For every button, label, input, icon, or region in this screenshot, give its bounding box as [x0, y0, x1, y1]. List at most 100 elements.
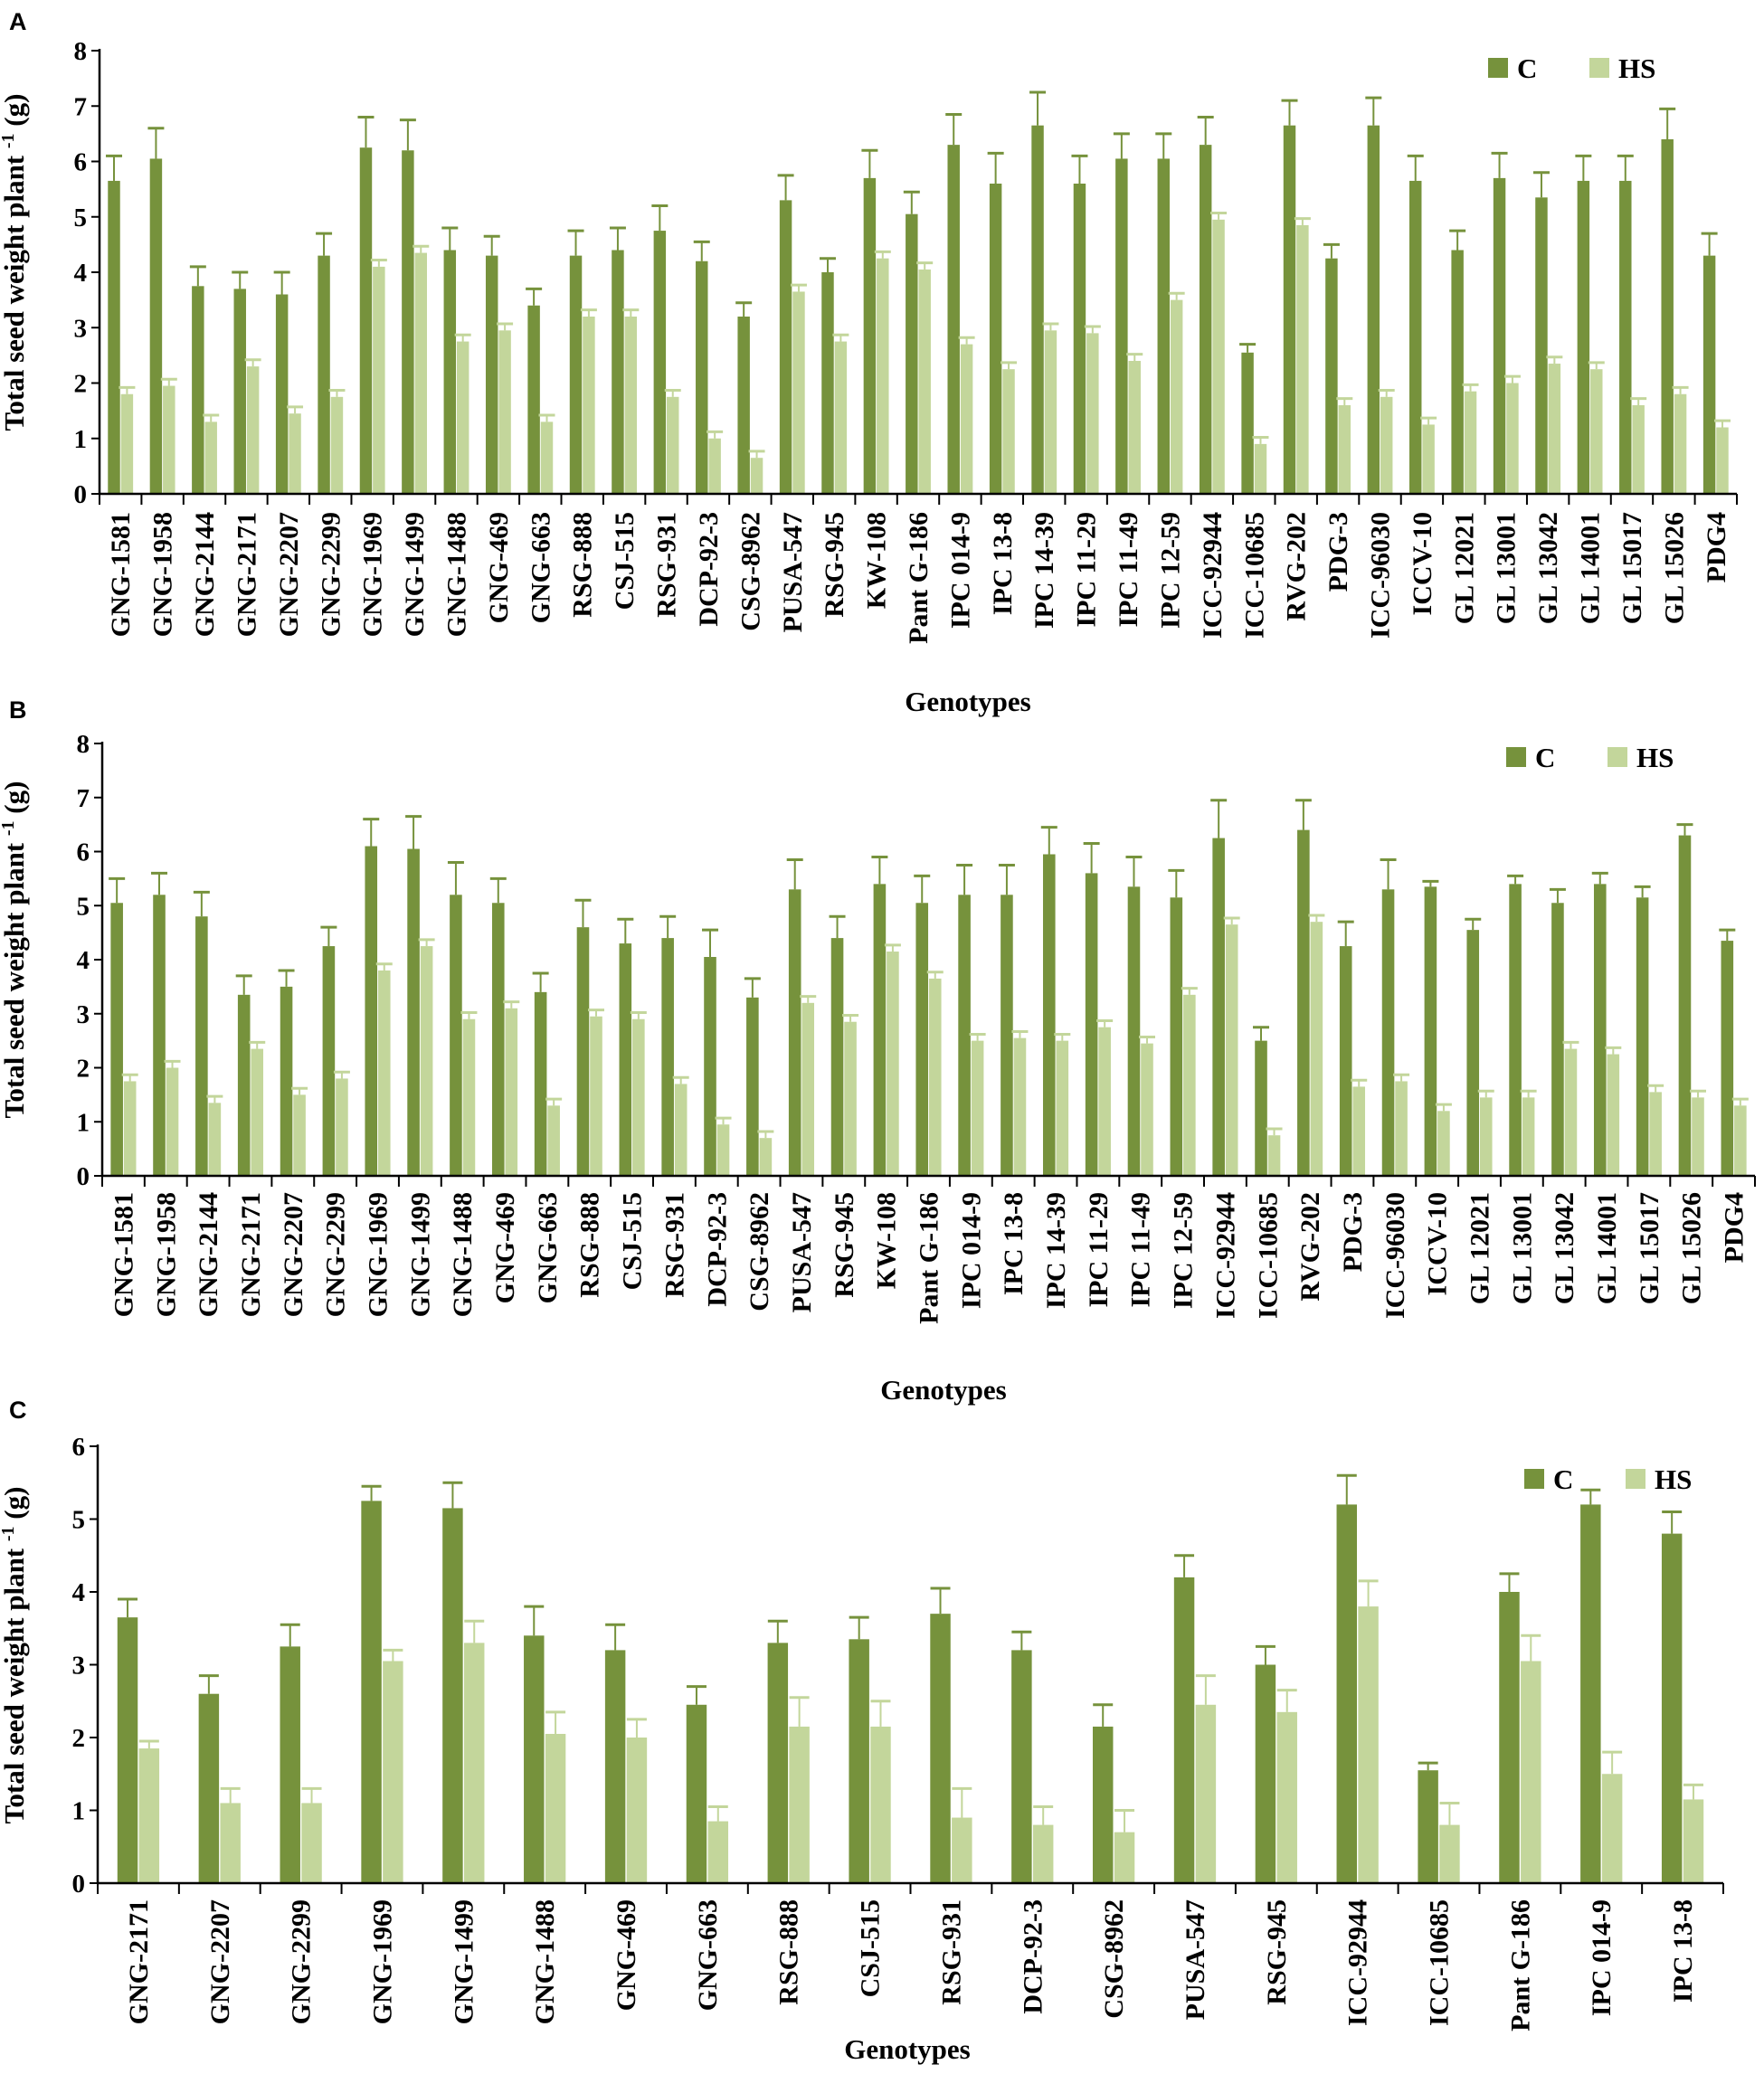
bar-hs	[246, 366, 260, 494]
bar-c	[1493, 177, 1506, 494]
x-tick-label: GNG-469	[490, 1192, 520, 1303]
x-tick-label: IPC 11-49	[1114, 512, 1143, 628]
bar-hs	[1013, 1037, 1027, 1176]
legend-label-c: C	[1535, 742, 1555, 773]
x-tick-label: CSJ-515	[856, 1899, 886, 1997]
x-tick-label: IPC 14-39	[1029, 512, 1059, 629]
y-tick-label: 2	[74, 370, 88, 399]
bar-c	[1466, 930, 1480, 1176]
bar-hs	[1267, 1135, 1281, 1176]
bar-hs	[801, 1002, 815, 1176]
y-tick-label: 1	[72, 1797, 86, 1826]
bar-hs	[1692, 1097, 1704, 1176]
bar-hs	[834, 341, 848, 494]
bar-hs	[208, 1103, 222, 1176]
bar-hs	[789, 1726, 810, 1883]
x-tick-label: RVG-202	[1295, 1192, 1325, 1302]
bar-c	[653, 231, 667, 494]
x-tick-label: ICC-92944	[1210, 1192, 1240, 1319]
bar-c	[767, 1643, 789, 1883]
bar-hs	[166, 1067, 179, 1176]
bar-hs	[1195, 1704, 1217, 1883]
legend-swatch-hs	[1589, 58, 1609, 78]
x-tick-label: GL 15026	[1677, 1192, 1707, 1304]
bar-hs	[204, 421, 217, 494]
bar-hs	[1601, 1774, 1623, 1883]
y-tick-label: 0	[72, 1870, 86, 1899]
bar-hs	[1564, 1048, 1578, 1176]
x-tick-label: ICC-92944	[1343, 1899, 1373, 2026]
bar-c	[1199, 145, 1212, 494]
legend-label-c: C	[1517, 52, 1537, 84]
panel-letter: A	[9, 8, 27, 35]
bar-hs	[960, 344, 973, 494]
bar-hs	[667, 396, 679, 494]
bar-c	[1241, 352, 1254, 494]
bar-hs	[1044, 330, 1057, 494]
bar-c	[1381, 889, 1395, 1176]
bar-hs	[870, 1726, 891, 1883]
bar-c	[619, 943, 632, 1176]
bar-c	[1127, 886, 1141, 1176]
x-tick-label: GNG-2144	[190, 512, 220, 637]
bar-hs	[420, 946, 433, 1176]
legend-swatch-hs	[1608, 747, 1627, 767]
x-tick-label: RSG-945	[830, 1192, 859, 1298]
bar-c	[110, 903, 123, 1176]
bar-c	[1577, 180, 1590, 494]
x-tick-label: IPC 12-59	[1169, 1192, 1199, 1309]
bar-hs	[1464, 391, 1477, 494]
legend: C HS	[1506, 742, 1674, 773]
y-tick-label: 1	[77, 1108, 90, 1137]
x-tick-label: GNG-1581	[106, 512, 136, 637]
x-tick-label: RSG-945	[1262, 1899, 1292, 2005]
legend-label-c: C	[1553, 1463, 1573, 1495]
x-tick-label: GL 13042	[1533, 512, 1563, 624]
x-tick-label: GL 14001	[1592, 1192, 1622, 1304]
y-tick-label: 2	[72, 1724, 86, 1753]
x-tick-label: GNG-1969	[367, 1899, 397, 2024]
bar-c	[237, 994, 251, 1176]
x-tick-label: GNG-2171	[232, 512, 261, 637]
bar-c	[1339, 946, 1352, 1176]
x-tick-label: GNG-469	[612, 1899, 641, 2011]
x-tick-label: PDG-3	[1323, 512, 1353, 592]
y-tick-label: 8	[74, 37, 88, 66]
bar-c	[704, 957, 716, 1176]
x-axis-title: Genotypes	[880, 1374, 1007, 1406]
bar-hs	[1607, 1054, 1620, 1176]
bar-hs	[414, 252, 427, 494]
bar-c	[1042, 854, 1056, 1176]
y-tick-label: 5	[74, 204, 88, 232]
bar-hs	[456, 341, 469, 494]
bar-c	[947, 145, 960, 494]
bar-c	[1212, 838, 1225, 1176]
x-tick-label: GNG-2299	[321, 1192, 351, 1317]
x-tick-label: GNG-1958	[148, 512, 178, 637]
bar-c	[280, 1646, 300, 1883]
x-tick-label: GNG-1499	[449, 1899, 479, 2024]
bar-c	[1367, 125, 1380, 494]
y-axis-title: Total seed weight plant -1 (g)	[0, 94, 30, 431]
y-axis-title: Total seed weight plant -1 (g)	[0, 781, 30, 1119]
bar-c	[407, 848, 420, 1176]
panel-b: B 0 1 2 3 4 5 6 7 8 GNG-1581 GNG-1958 GNG-2144 GNG-21…	[0, 696, 1756, 1406]
x-tick-label: ICC-10685	[1425, 1899, 1455, 2026]
y-tick-label: 1	[74, 425, 88, 454]
x-tick-label: GL 15017	[1617, 512, 1647, 624]
bar-c	[443, 250, 457, 494]
x-tick-label: ICC-10685	[1253, 1192, 1283, 1319]
panel-a: A 0 1 2 3 4 5 6 7 8 GNG-1581 GNG-1958 GNG-2144 GNG-21…	[0, 8, 1738, 717]
bar-c	[576, 927, 590, 1176]
x-tick-label: GNG-1969	[364, 1192, 394, 1317]
bar-c	[779, 200, 792, 494]
bar-c	[686, 1704, 707, 1883]
x-tick-label: GNG-2171	[236, 1192, 266, 1317]
bar-hs	[759, 1138, 773, 1176]
bar-hs	[1716, 427, 1729, 494]
bar-hs	[877, 258, 889, 494]
x-tick-label: GNG-2299	[316, 512, 346, 637]
bar-c	[863, 177, 877, 494]
bar-c	[821, 272, 834, 494]
bar-c	[1424, 886, 1437, 1176]
